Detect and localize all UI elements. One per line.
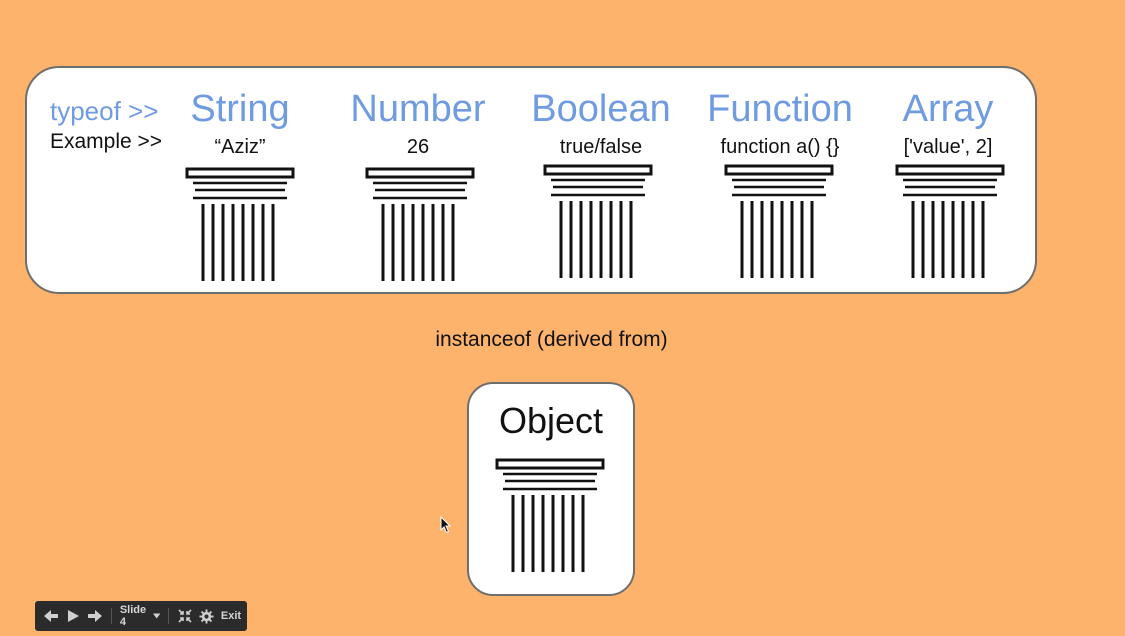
type-name: Boolean: [531, 88, 671, 130]
type-name: String: [190, 88, 290, 130]
previous-slide-button[interactable]: [41, 605, 61, 627]
greek-column-icon: [724, 164, 834, 278]
type-example: ['value', 2]: [903, 136, 993, 158]
collapse-icon: [178, 609, 192, 623]
type-example: function a() {}: [720, 136, 840, 158]
type-column-string: String “Aziz”: [130, 86, 350, 160]
presentation-controls: Slide 4: [35, 601, 247, 631]
type-example: 26: [406, 136, 430, 158]
greek-column-icon: [185, 167, 295, 281]
next-slide-button[interactable]: [85, 605, 105, 627]
divider: [168, 608, 169, 624]
type-example: true/false: [559, 136, 643, 158]
greek-column-icon: [895, 164, 1005, 278]
instanceof-caption: instanceof (derived from): [435, 328, 668, 351]
exit-fullscreen-button[interactable]: [175, 605, 195, 627]
divider: [111, 608, 112, 624]
type-column-number: Number 26: [308, 86, 528, 160]
type-column-function: Function function a() {}: [670, 86, 890, 160]
type-name: Function: [707, 88, 853, 130]
slide-number-label: Slide 4: [119, 604, 147, 628]
caret-down-icon: [152, 613, 161, 619]
typeof-row-label: typeof >>: [50, 96, 159, 126]
type-name: Array: [902, 88, 994, 130]
play-button[interactable]: [63, 605, 83, 627]
greek-column-icon: [365, 167, 475, 281]
greek-column-icon: [543, 164, 653, 278]
exit-button[interactable]: Exit: [220, 610, 242, 622]
play-icon: [68, 610, 79, 622]
settings-button[interactable]: [197, 605, 217, 627]
slide-selector[interactable]: Slide 4: [118, 604, 162, 628]
gear-icon: [199, 608, 215, 624]
arrow-left-icon: [44, 610, 58, 622]
object-label: Object: [498, 400, 604, 441]
type-example: “Aziz”: [214, 136, 266, 158]
example-row-label: Example >>: [50, 130, 163, 153]
type-name: Number: [350, 88, 486, 130]
arrow-right-icon: [88, 610, 102, 622]
type-column-array: Array ['value', 2]: [838, 86, 1058, 160]
greek-column-icon: [495, 458, 605, 572]
type-column-boolean: Boolean true/false: [491, 86, 711, 160]
mouse-cursor-icon: [440, 516, 452, 534]
types-panel: [25, 66, 1037, 294]
